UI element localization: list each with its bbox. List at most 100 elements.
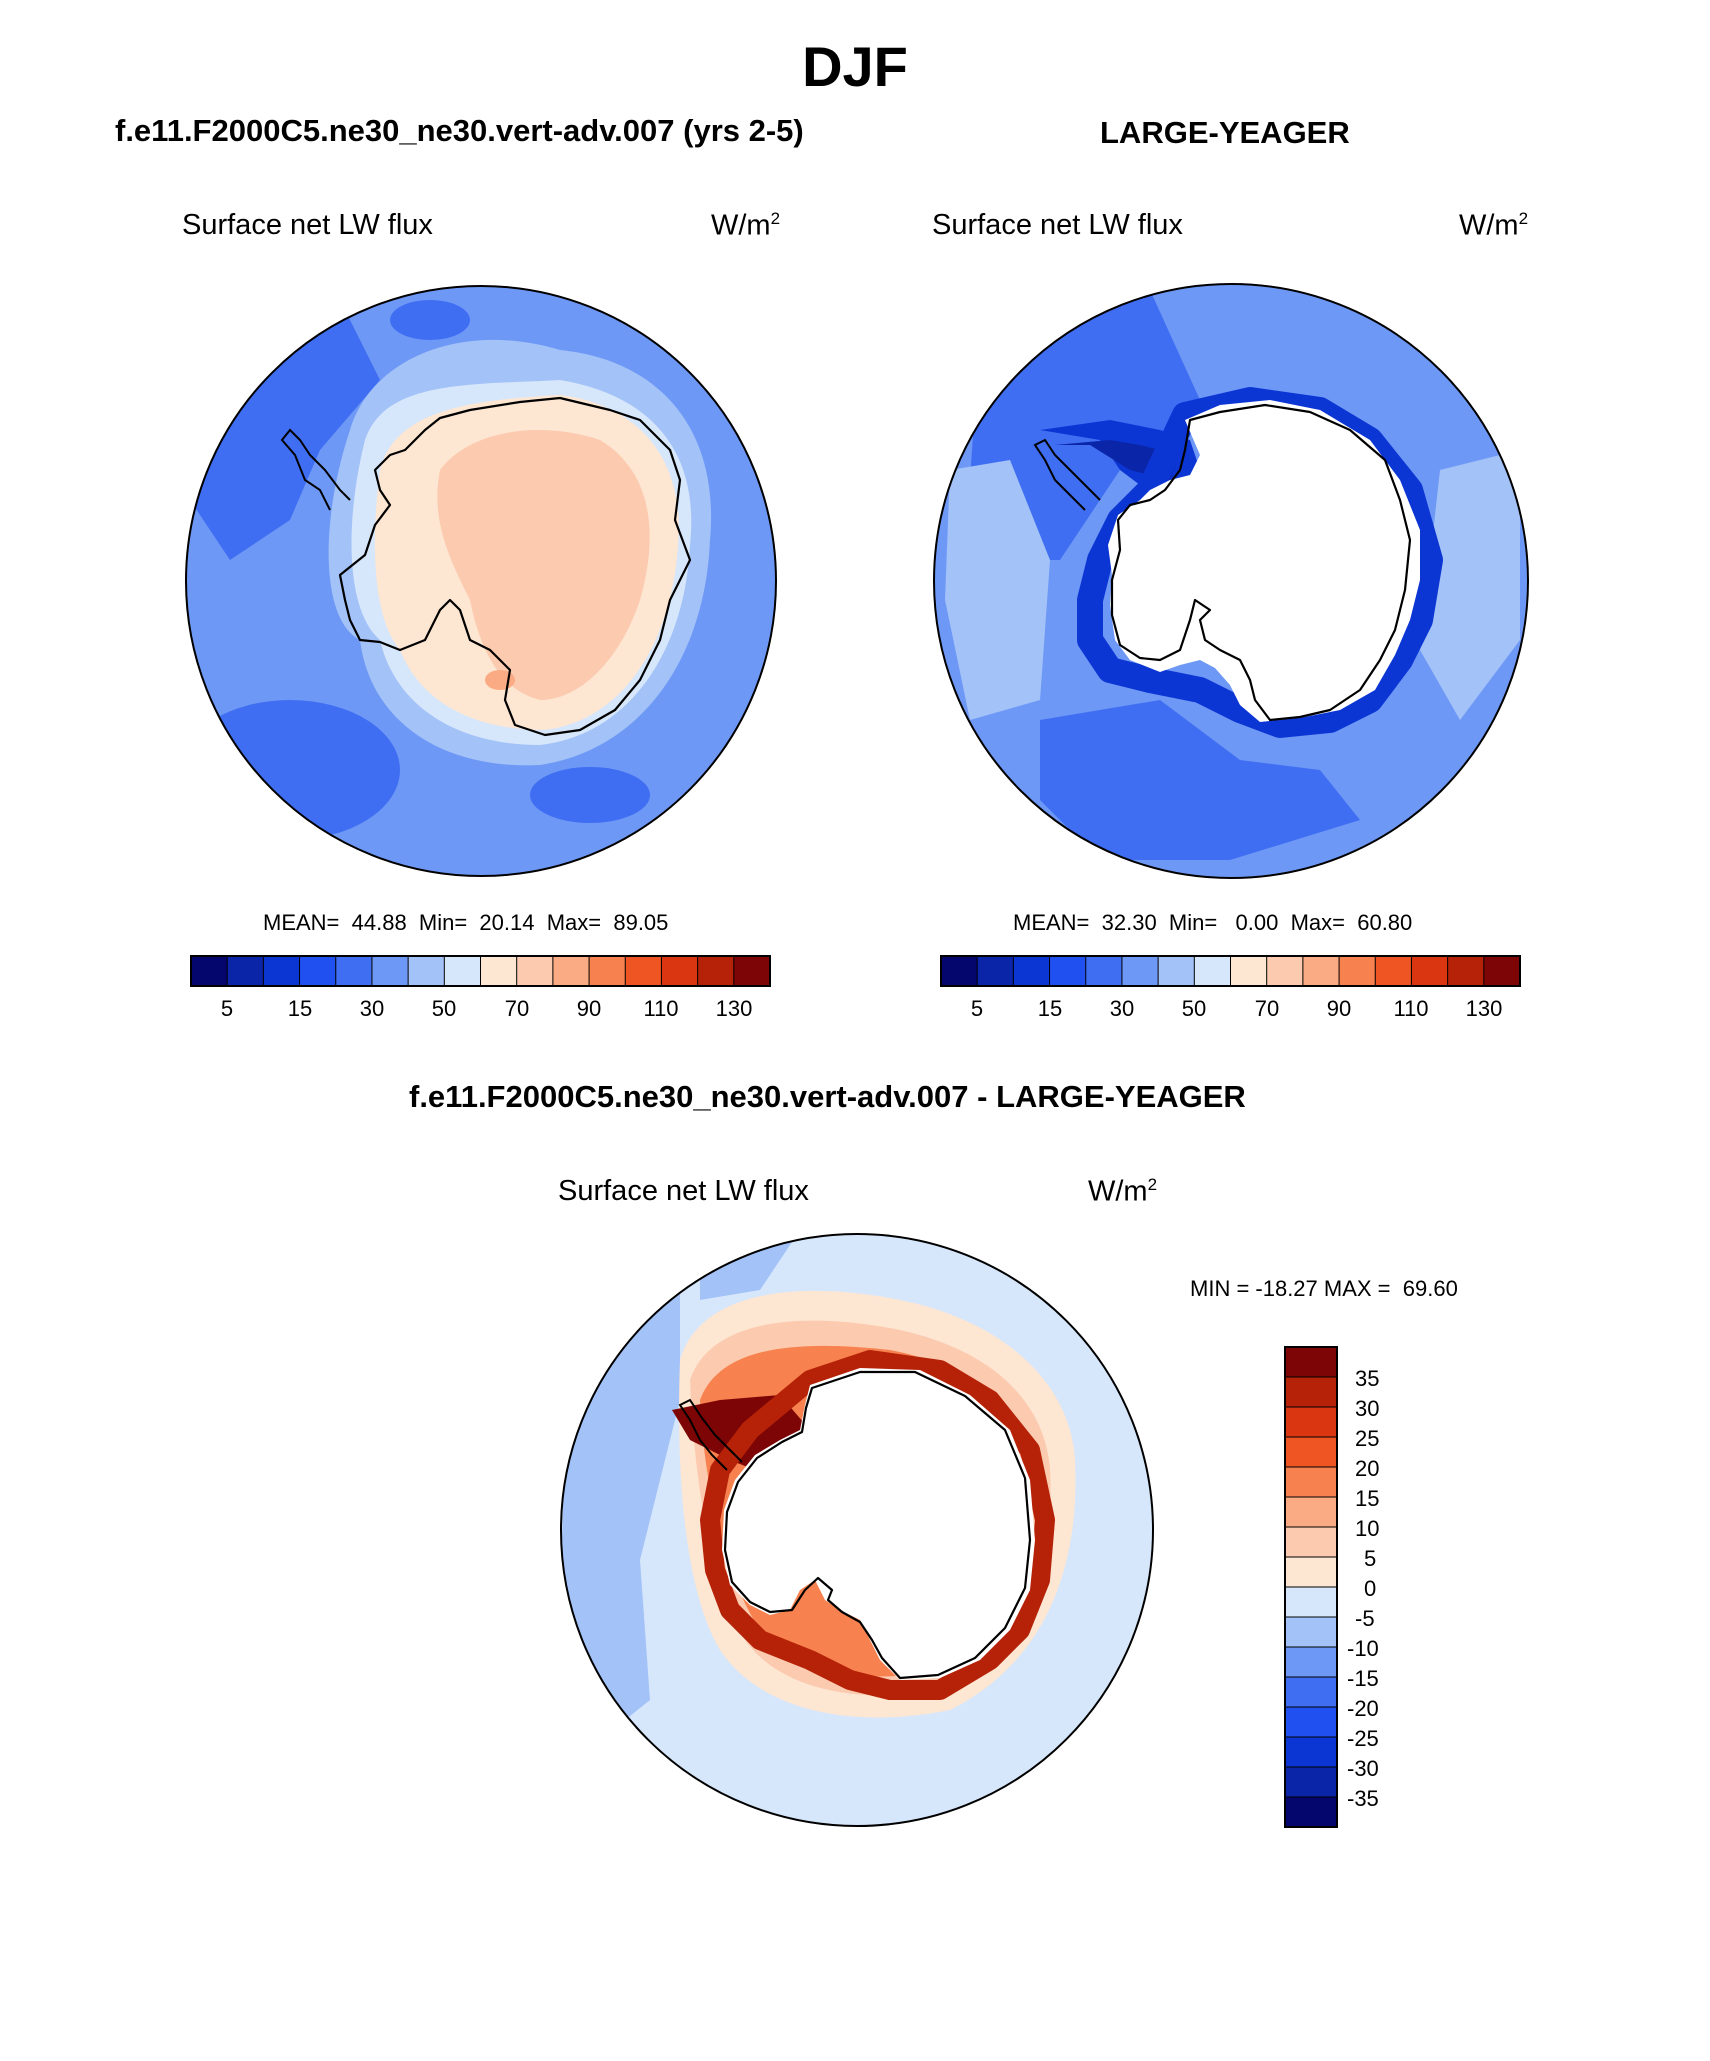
colorbar-model-border <box>190 955 771 987</box>
panel2-units: W/m2 <box>1459 209 1528 243</box>
map3-border <box>560 1233 1154 1827</box>
colorbar-swatch <box>1374 955 1413 987</box>
cb2-tick: 110 <box>1393 996 1429 1021</box>
cb2-tick: 5 <box>970 996 984 1021</box>
cb3-tick: 30 <box>1355 1396 1380 1421</box>
colorbar-swatch <box>624 955 663 987</box>
panel3-stats: MIN = -18.27 MAX = 69.60 <box>1190 1276 1458 1301</box>
cb3-tick: -5 <box>1355 1606 1375 1631</box>
colorbar-swatch <box>1284 1706 1338 1738</box>
cb3-tick: 20 <box>1355 1456 1380 1481</box>
colorbar-swatch <box>1284 1766 1338 1798</box>
colorbar-swatch <box>1230 955 1268 987</box>
map1-lowflux-region-southwest <box>186 700 400 840</box>
panel1-units-text: W/m <box>711 209 771 242</box>
cb2-tick: 130 <box>1465 996 1503 1021</box>
colorbar-swatch <box>1121 955 1160 987</box>
colorbar-swatch <box>1338 955 1377 987</box>
cb2-tick: 70 <box>1254 996 1280 1021</box>
colorbar-swatch <box>1284 1556 1338 1588</box>
colorbar-swatch <box>1284 1526 1338 1558</box>
map3-peninsula <box>678 1398 743 1471</box>
map2-band-50-60-west <box>945 460 1050 720</box>
colorbar-swatch <box>697 955 735 987</box>
cb3-tick: 25 <box>1355 1426 1380 1451</box>
colorbar-swatch <box>299 955 337 987</box>
colorbar-swatch <box>1085 955 1123 987</box>
colorbar-swatch <box>1284 1646 1338 1678</box>
colorbar-swatch <box>1193 955 1232 987</box>
map3-coastal-ring <box>700 1350 1055 1700</box>
cb2-tick: 90 <box>1326 996 1352 1021</box>
map2-band-50-60-east <box>1420 450 1520 720</box>
cb1-tick: 90 <box>576 996 602 1021</box>
map1-peninsula <box>280 428 351 511</box>
colorbar-swatch <box>190 955 229 987</box>
cb1-tick: 130 <box>715 996 753 1021</box>
colorbar-large-yeager-border <box>940 955 1521 987</box>
cb2-tick: 15 <box>1037 996 1063 1021</box>
panel3-units-text: W/m <box>1088 1175 1148 1208</box>
colorbar-swatch <box>262 955 301 987</box>
map2-coastal-ring <box>1077 387 1443 738</box>
map-difference <box>561 1234 1153 1826</box>
colorbar-swatch <box>1302 955 1341 987</box>
map2-peninsula <box>1033 438 1101 511</box>
colorbar-swatch <box>976 955 1015 987</box>
map3-antarctica-coastline <box>723 1370 1032 1680</box>
panel1-stats: MEAN= 44.88 Min= 20.14 Max= 89.05 <box>263 910 669 935</box>
map1-lowflux-region-south <box>530 767 650 823</box>
map3-antarctica-nodata <box>722 1368 1035 1680</box>
colorbar-swatch <box>1284 1346 1338 1378</box>
colorbar-swatch <box>1284 1616 1338 1648</box>
colorbar-model <box>190 955 771 987</box>
map-large-yeager <box>934 284 1528 878</box>
colorbar-swatch <box>1410 955 1449 987</box>
colorbar-swatch <box>480 955 518 987</box>
colorbar-swatch <box>1483 955 1521 987</box>
colorbar-swatch <box>1266 955 1304 987</box>
colorbar-swatch <box>1284 1406 1338 1438</box>
cb3-tick: 5 <box>1364 1546 1377 1571</box>
colorbar-swatch <box>1049 955 1087 987</box>
panel2-units-sup: 2 <box>1518 209 1529 228</box>
colorbar-swatch <box>1284 1496 1338 1528</box>
colorbar-swatch <box>940 955 979 987</box>
cb3-tick: -15 <box>1347 1666 1379 1691</box>
cb3-tick: 0 <box>1364 1576 1377 1601</box>
panel1-units: W/m2 <box>711 209 780 243</box>
map2-antarctica-coastline <box>1110 403 1412 722</box>
colorbar-swatch <box>552 955 591 987</box>
cb3-tick: 10 <box>1355 1516 1380 1541</box>
colorbar-swatch <box>1012 955 1051 987</box>
colorbar-difference <box>1284 1346 1338 1828</box>
figure-title: DJF <box>802 35 908 98</box>
colorbar-swatch <box>443 955 482 987</box>
map-model <box>186 286 776 876</box>
panel3-units-sup: 2 <box>1147 1175 1158 1194</box>
colorbar-swatch <box>1284 1586 1338 1618</box>
cb2-tick: 50 <box>1181 996 1207 1021</box>
panel-right-title: LARGE-YEAGER <box>1100 115 1350 150</box>
colorbar-swatch <box>660 955 699 987</box>
colorbar-large-yeager <box>940 955 1521 987</box>
panel-left-title: f.e11.F2000C5.ne30_ne30.vert-adv.007 (yr… <box>115 113 804 148</box>
colorbar-swatch <box>1284 1466 1338 1498</box>
colorbar-swatch <box>516 955 554 987</box>
cb1-tick: 110 <box>643 996 679 1021</box>
cb3-tick: -35 <box>1347 1786 1379 1811</box>
cb1-tick: 5 <box>220 996 234 1021</box>
panel2-units-text: W/m <box>1459 209 1519 242</box>
map1-lowflux-region-north <box>390 300 470 340</box>
panel3-units: W/m2 <box>1088 1175 1157 1209</box>
colorbar-swatch <box>588 955 627 987</box>
colorbar-swatch <box>335 955 373 987</box>
map2-lowflux-region-south <box>1040 700 1360 860</box>
colorbar-swatch <box>371 955 410 987</box>
difference-title: f.e11.F2000C5.ne30_ne30.vert-adv.007 - L… <box>409 1079 1246 1114</box>
colorbar-swatch <box>733 955 771 987</box>
map1-border <box>185 285 777 877</box>
cb3-tick: -30 <box>1347 1756 1379 1781</box>
cb2-tick: 30 <box>1109 996 1135 1021</box>
colorbar-swatch <box>1284 1676 1338 1708</box>
